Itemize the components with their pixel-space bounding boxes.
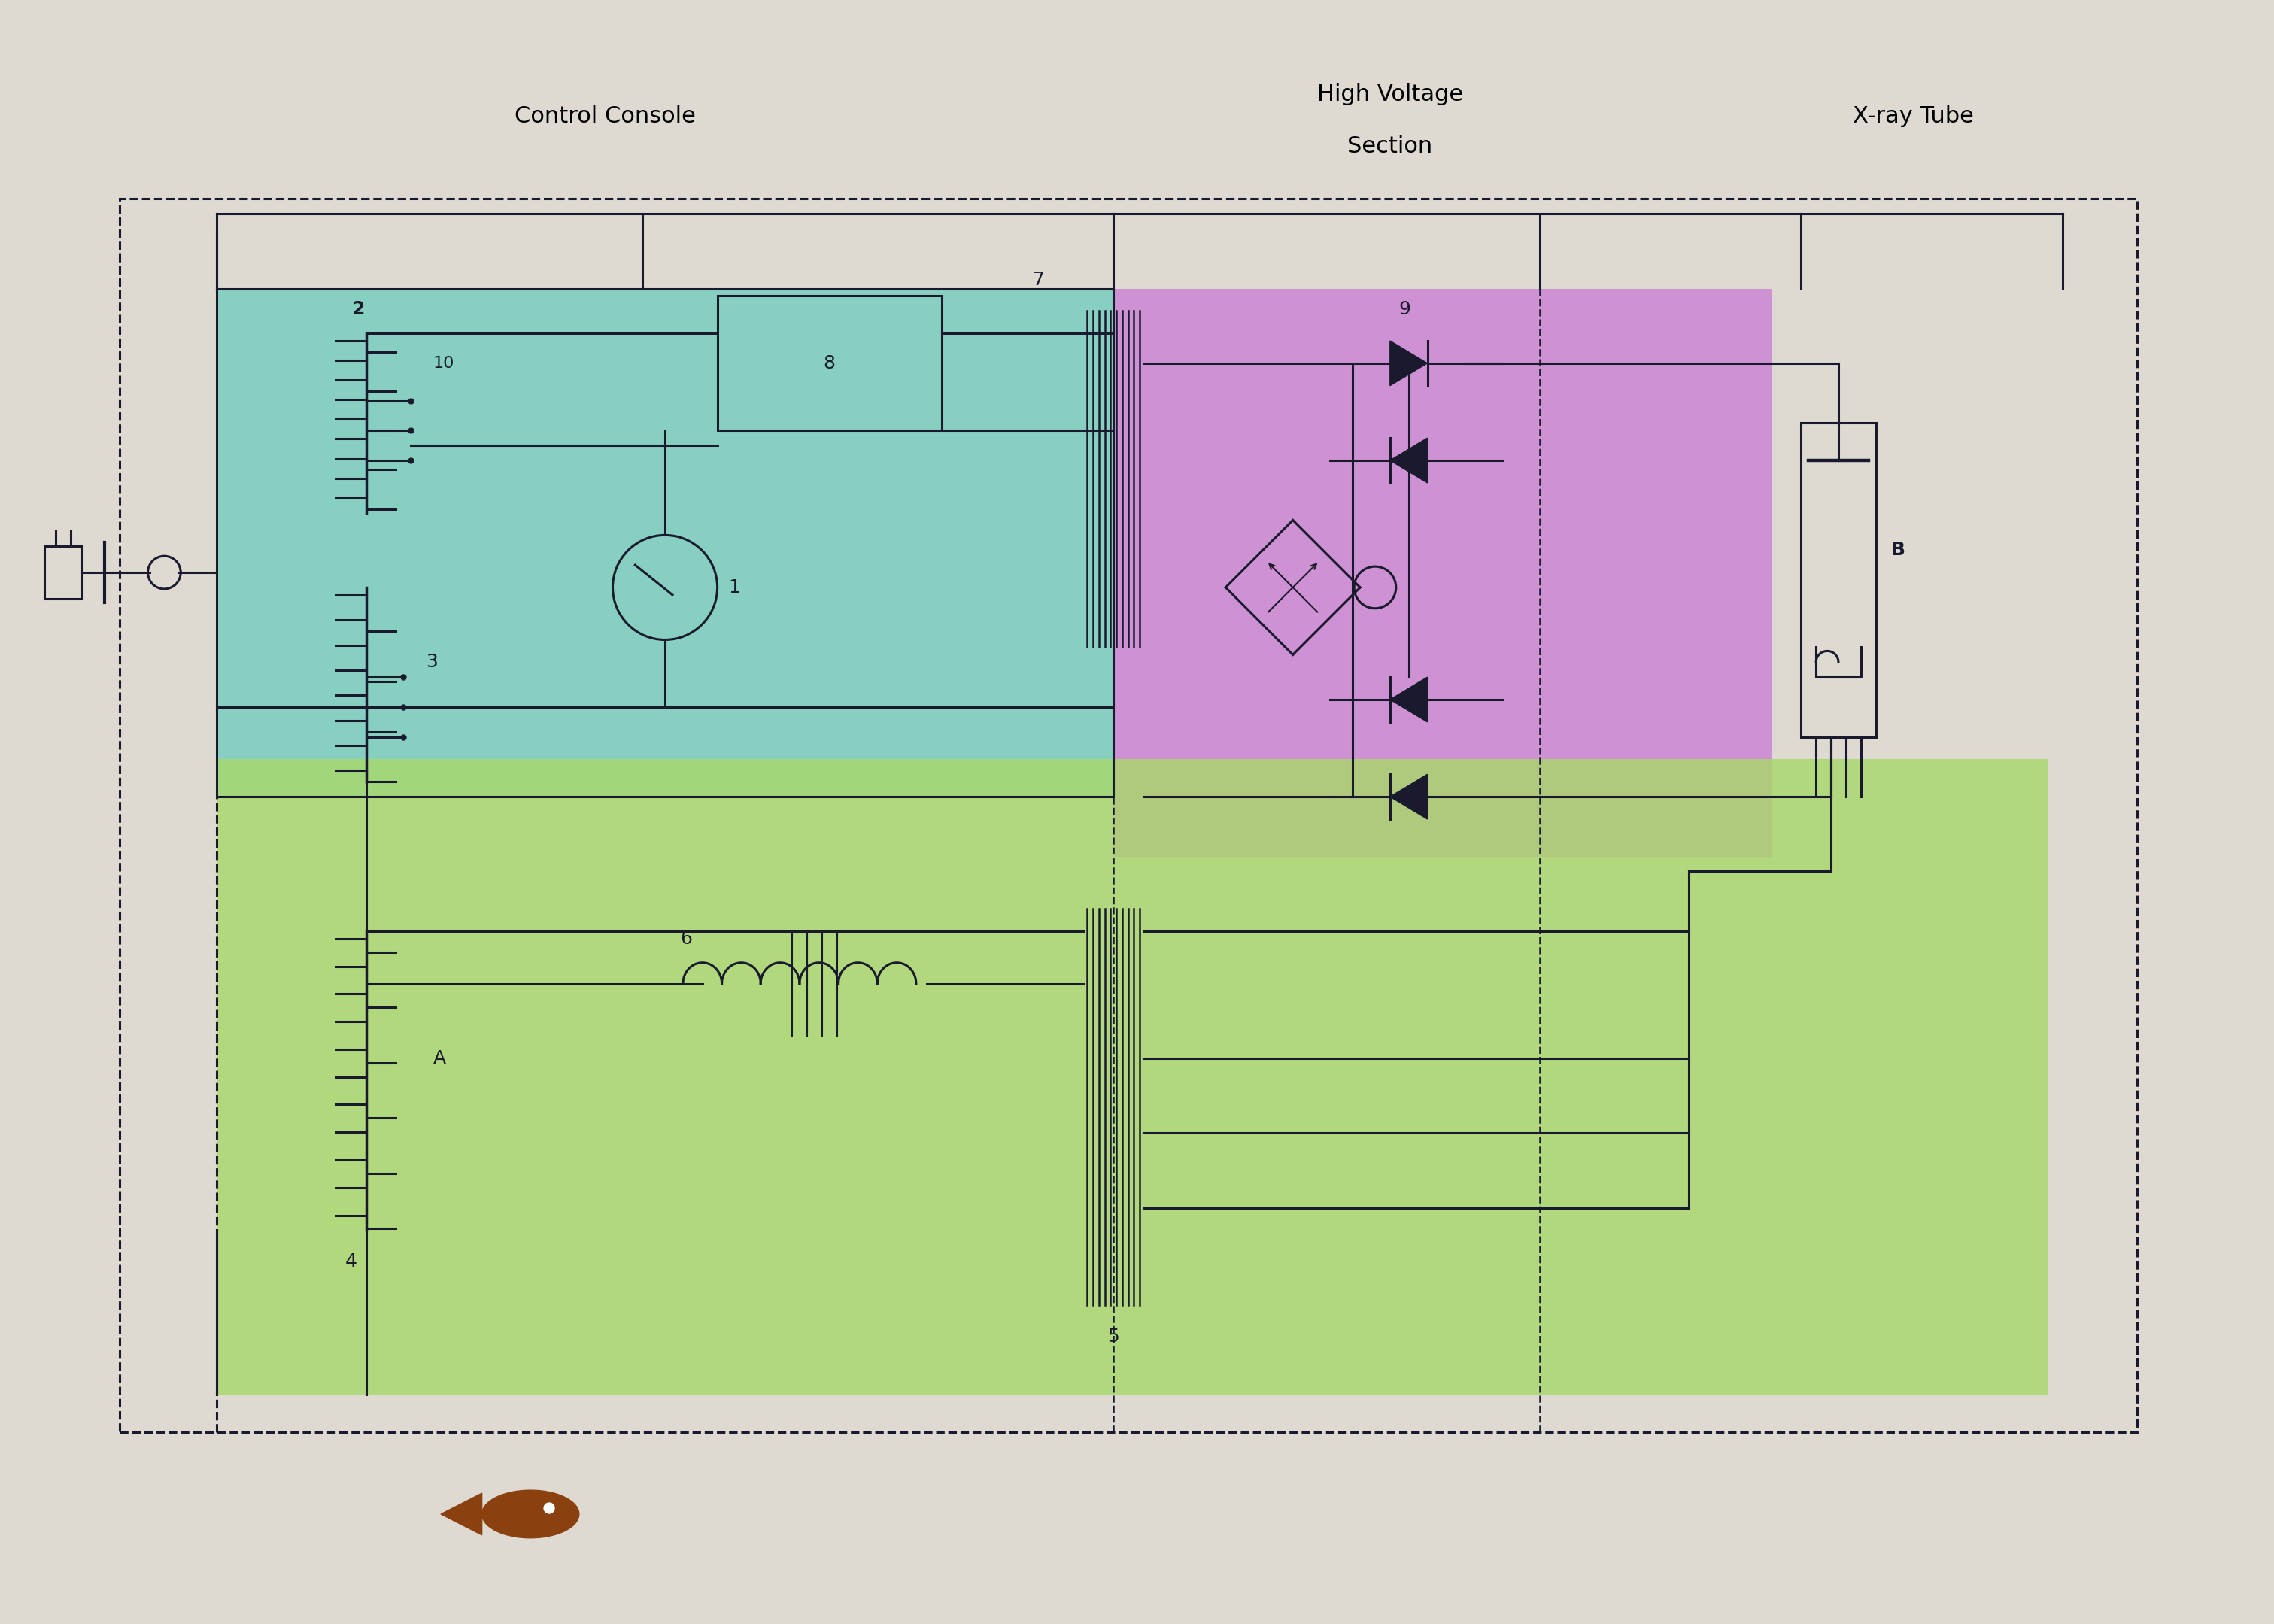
Text: 3: 3 — [425, 653, 439, 671]
Text: Section: Section — [1348, 135, 1433, 158]
Text: A: A — [434, 1049, 446, 1067]
Text: 10: 10 — [434, 356, 455, 370]
Bar — [716, 296, 941, 430]
Bar — [45, 546, 82, 599]
Text: 1: 1 — [728, 578, 741, 596]
Text: X-ray Tube: X-ray Tube — [1853, 106, 1974, 128]
Text: B: B — [1890, 541, 1906, 559]
Text: 4: 4 — [346, 1252, 357, 1270]
Text: 2: 2 — [352, 300, 366, 318]
Text: 7: 7 — [1032, 271, 1044, 289]
Bar — [216, 289, 1114, 797]
Polygon shape — [441, 1492, 482, 1535]
Text: 5: 5 — [1107, 1327, 1119, 1345]
Polygon shape — [482, 1491, 580, 1538]
Bar — [1114, 289, 1771, 856]
Polygon shape — [1389, 677, 1428, 723]
Circle shape — [543, 1502, 555, 1514]
Text: High Voltage: High Voltage — [1317, 83, 1462, 106]
Bar — [121, 198, 2138, 1432]
Polygon shape — [1389, 341, 1428, 385]
Bar — [216, 760, 2047, 1395]
Polygon shape — [1389, 775, 1428, 818]
Polygon shape — [1389, 438, 1428, 482]
Text: 9: 9 — [1399, 300, 1410, 318]
Bar — [216, 289, 1114, 797]
Text: 6: 6 — [680, 929, 691, 948]
Text: 8: 8 — [823, 354, 835, 372]
Text: Control Console: Control Console — [514, 106, 696, 128]
Bar — [1801, 422, 1876, 737]
